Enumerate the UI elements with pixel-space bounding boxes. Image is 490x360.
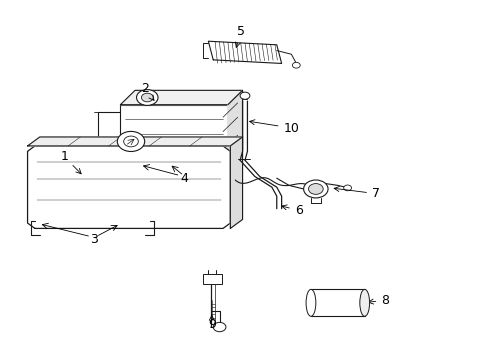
Circle shape — [142, 93, 153, 102]
Circle shape — [117, 131, 145, 152]
Text: 3: 3 — [90, 233, 98, 246]
Circle shape — [309, 184, 323, 194]
Polygon shape — [27, 146, 230, 228]
Bar — [311, 289, 365, 316]
Circle shape — [240, 92, 250, 99]
Polygon shape — [230, 137, 243, 228]
Text: 9: 9 — [208, 315, 216, 331]
Bar — [203, 274, 222, 284]
Text: 8: 8 — [368, 294, 389, 307]
Text: 7: 7 — [334, 186, 380, 200]
Text: 2: 2 — [141, 82, 154, 100]
Text: 1: 1 — [60, 150, 81, 174]
Polygon shape — [121, 105, 228, 164]
Text: 4: 4 — [180, 172, 188, 185]
Circle shape — [304, 180, 328, 198]
Text: 5: 5 — [235, 25, 245, 48]
Circle shape — [213, 322, 226, 332]
Ellipse shape — [306, 289, 316, 316]
Circle shape — [123, 136, 138, 147]
Circle shape — [293, 62, 300, 68]
Polygon shape — [27, 137, 243, 146]
Text: 10: 10 — [249, 120, 299, 135]
Ellipse shape — [360, 289, 369, 316]
Circle shape — [137, 90, 158, 105]
Polygon shape — [228, 90, 243, 164]
Text: 6: 6 — [282, 204, 303, 217]
Polygon shape — [208, 41, 282, 63]
Polygon shape — [121, 90, 243, 105]
Circle shape — [343, 185, 351, 191]
